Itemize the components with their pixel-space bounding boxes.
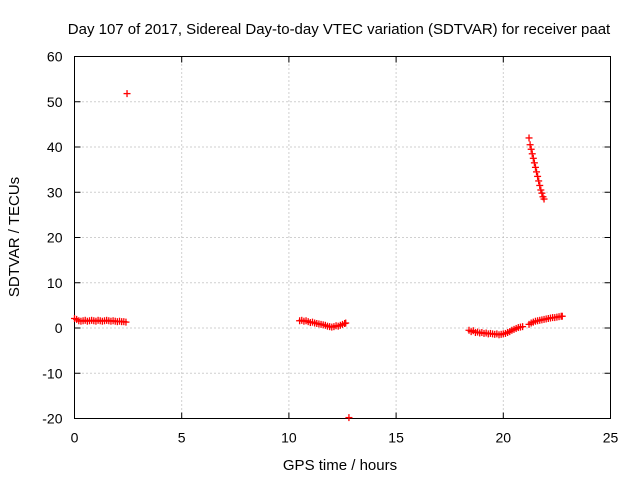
data-point bbox=[519, 323, 527, 331]
data-point bbox=[535, 177, 543, 185]
x-tick-label: 0 bbox=[71, 430, 79, 446]
data-point bbox=[526, 141, 534, 149]
x-tick-label: 5 bbox=[178, 430, 186, 446]
data-point bbox=[531, 163, 539, 171]
data-point bbox=[342, 319, 350, 327]
y-tick-label: 40 bbox=[47, 139, 63, 155]
data-point bbox=[536, 181, 544, 189]
x-tick-label: 25 bbox=[603, 430, 619, 446]
data-point bbox=[537, 186, 545, 194]
data-point bbox=[527, 145, 535, 153]
y-tick-label: 50 bbox=[47, 94, 63, 110]
data-point bbox=[533, 168, 541, 176]
y-tick-label: -10 bbox=[42, 365, 62, 381]
data-point bbox=[528, 150, 536, 158]
x-tick-label: 15 bbox=[388, 430, 404, 446]
data-markers bbox=[71, 90, 566, 422]
data-point bbox=[525, 134, 533, 142]
y-axis-title: SDTVAR / TECUs bbox=[6, 177, 23, 297]
x-tick-label: 10 bbox=[281, 430, 297, 446]
y-tick-label: 30 bbox=[47, 184, 63, 200]
data-point bbox=[538, 189, 546, 197]
data-point bbox=[529, 154, 537, 162]
data-point bbox=[558, 312, 566, 320]
chart-title: Day 107 of 2017, Sidereal Day-to-day VTE… bbox=[68, 21, 611, 38]
y-tick-label: 20 bbox=[47, 230, 63, 246]
data-point bbox=[534, 172, 542, 180]
x-tick-label: 20 bbox=[496, 430, 512, 446]
data-point bbox=[345, 414, 353, 422]
y-tick-label: -20 bbox=[42, 411, 62, 427]
data-point bbox=[540, 195, 548, 203]
grid bbox=[74, 56, 611, 419]
y-tick-label: 60 bbox=[47, 49, 63, 65]
data-point bbox=[122, 318, 130, 326]
y-tick-label: 0 bbox=[55, 320, 63, 336]
data-point bbox=[123, 90, 131, 98]
axis-ticks: 0 5 10 15 20 25 -20 -10 0 10 20 30 40 50 60 bbox=[42, 49, 618, 446]
data-point bbox=[530, 159, 538, 167]
y-tick-label: 10 bbox=[47, 275, 63, 291]
x-axis-title: GPS time / hours bbox=[283, 457, 397, 474]
